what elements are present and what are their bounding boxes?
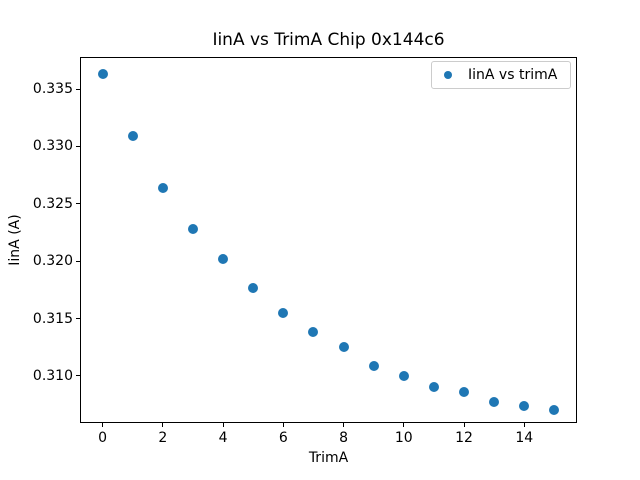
- x-tick-mark: [222, 423, 224, 427]
- x-tick-label: 4: [218, 430, 228, 446]
- scatter-point: [218, 253, 229, 264]
- y-tick-mark: [76, 203, 80, 205]
- scatter-point: [489, 397, 500, 408]
- x-tick-mark: [282, 423, 284, 427]
- scatter-point: [428, 382, 439, 393]
- y-tick-label: 0.310: [32, 367, 73, 384]
- x-tick-mark: [463, 423, 465, 427]
- scatter-point: [338, 342, 349, 353]
- scatter-point: [308, 327, 319, 338]
- x-tick-mark: [343, 423, 345, 427]
- x-tick-label: 0: [98, 430, 108, 446]
- y-tick-mark: [76, 318, 80, 320]
- scatter-point: [157, 182, 168, 193]
- x-tick-label: 6: [278, 430, 288, 446]
- x-tick-label: 2: [158, 430, 168, 446]
- scatter-point: [127, 131, 138, 142]
- y-tick-label: 0.325: [32, 195, 73, 212]
- scatter-point: [368, 360, 379, 371]
- scatter-point: [278, 307, 289, 318]
- x-tick-label: 8: [339, 430, 349, 446]
- legend-marker-circle-icon: [444, 71, 452, 79]
- y-tick-label: 0.315: [32, 310, 73, 327]
- scatter-point: [97, 69, 108, 80]
- y-tick-label: 0.320: [32, 253, 73, 270]
- x-tick-mark: [523, 423, 525, 427]
- y-tick-mark: [76, 375, 80, 377]
- x-axis-label: TrimA: [308, 450, 349, 466]
- scatter-point: [549, 405, 560, 416]
- y-tick-label: 0.330: [32, 138, 73, 155]
- scatter-point: [519, 400, 530, 411]
- chart-title: IinA vs TrimA Chip 0x144c6: [212, 30, 445, 50]
- x-tick-label: 12: [455, 430, 473, 446]
- scatter-point: [459, 387, 470, 398]
- x-tick-label: 10: [394, 430, 413, 446]
- legend: IinA vs trimA: [431, 61, 571, 89]
- y-axis-label: IinA (A): [7, 214, 23, 266]
- x-tick-mark: [102, 423, 104, 427]
- x-tick-mark: [403, 423, 405, 427]
- legend-label: IinA vs trimA: [468, 67, 558, 83]
- scatter-point: [248, 282, 259, 293]
- x-tick-label: 14: [515, 430, 534, 446]
- x-tick-mark: [162, 423, 164, 427]
- scatter-point: [187, 224, 198, 235]
- y-tick-mark: [76, 88, 80, 90]
- y-tick-mark: [76, 260, 80, 262]
- scatter-point: [398, 370, 409, 381]
- plot-area: [80, 57, 577, 423]
- y-tick-mark: [76, 145, 80, 147]
- y-tick-label: 0.335: [32, 81, 73, 98]
